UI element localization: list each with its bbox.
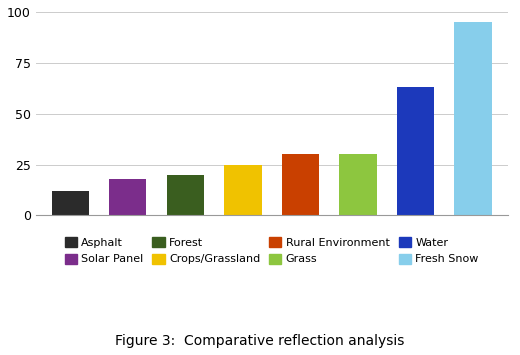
Bar <box>166 175 204 215</box>
Bar <box>224 165 262 215</box>
Bar <box>109 179 147 215</box>
Bar <box>454 22 492 215</box>
Text: Figure 3:  Comparative reflection analysis: Figure 3: Comparative reflection analysi… <box>115 334 405 348</box>
Bar <box>397 87 434 215</box>
Bar <box>51 191 89 215</box>
Bar <box>339 154 376 215</box>
Bar <box>282 154 319 215</box>
Legend: Asphalt, Solar Panel, Forest, Crops/Grassland, Rural Environment, Grass, Water, : Asphalt, Solar Panel, Forest, Crops/Gras… <box>64 237 478 264</box>
